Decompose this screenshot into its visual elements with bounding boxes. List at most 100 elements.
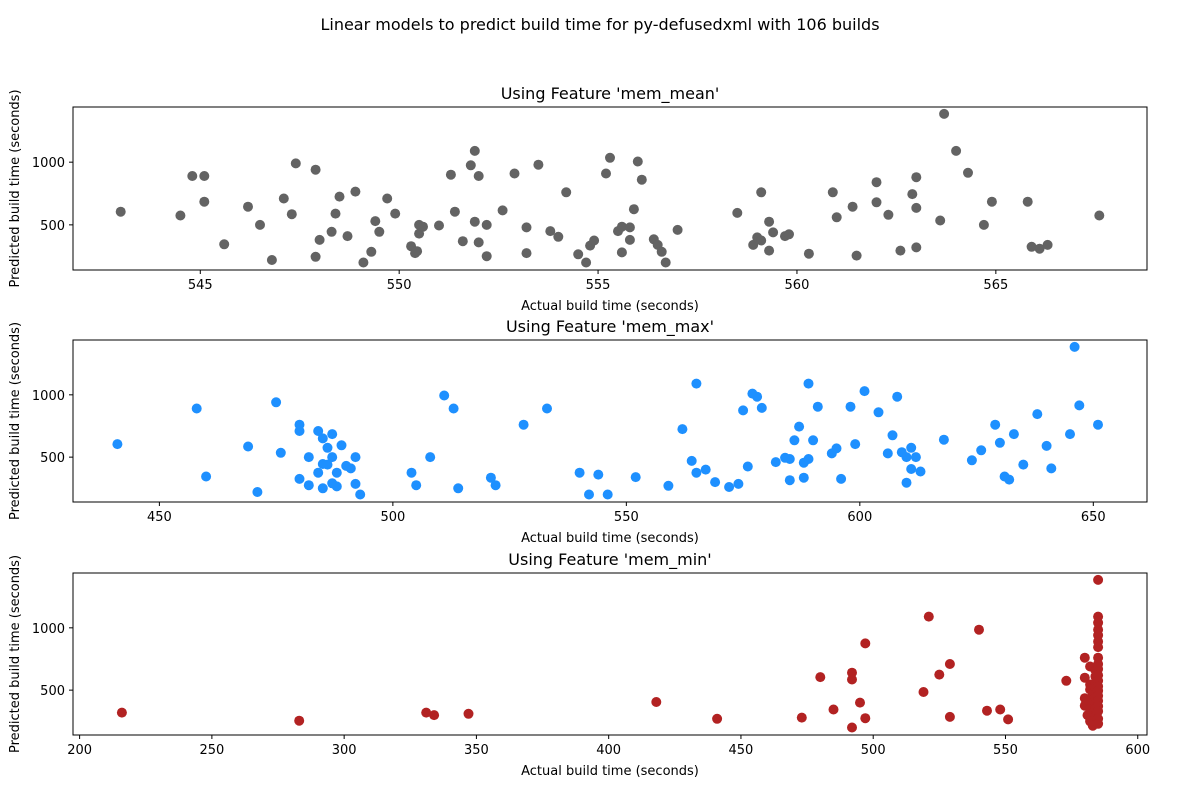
scatter-point xyxy=(828,704,839,715)
y-axis-label: Predicted build time (seconds) xyxy=(8,89,23,287)
scatter-point xyxy=(275,447,286,458)
scatter-point xyxy=(1094,210,1105,221)
x-tick-label: 500 xyxy=(380,510,405,525)
scatter-point xyxy=(911,242,922,253)
scatter-point xyxy=(266,255,277,265)
scatter-point xyxy=(473,171,484,181)
y-tick-label: 500 xyxy=(40,219,65,234)
scatter-point xyxy=(982,705,992,716)
scatter-point xyxy=(490,480,501,491)
x-tick-label: 300 xyxy=(332,743,357,758)
scatter-point xyxy=(794,421,805,432)
scatter-point xyxy=(255,219,265,230)
scatter-point xyxy=(911,172,922,183)
scatter-point xyxy=(290,158,301,169)
scatter-point xyxy=(901,477,912,488)
scatter-point xyxy=(1003,714,1014,725)
scatter-point xyxy=(663,480,674,491)
scatter-point xyxy=(907,189,918,200)
scatter-point xyxy=(845,401,856,412)
x-axis-label: Actual build time (seconds) xyxy=(521,299,699,314)
scatter-point xyxy=(1046,463,1057,474)
scatter-point xyxy=(310,251,321,262)
scatter-point xyxy=(429,710,440,721)
x-tick-label: 550 xyxy=(614,510,639,525)
scatter-point xyxy=(859,386,870,397)
scatter-point xyxy=(978,219,989,230)
x-tick-label: 545 xyxy=(188,278,213,293)
scatter-point xyxy=(660,257,671,268)
scatter-point xyxy=(573,249,584,260)
scatter-point xyxy=(752,391,763,402)
scatter-point xyxy=(278,193,289,204)
scatter-point xyxy=(677,424,688,435)
scatter-point xyxy=(847,201,858,212)
scatter-point xyxy=(445,169,456,180)
scatter-point xyxy=(986,196,997,207)
x-tick-label: 450 xyxy=(729,743,754,758)
scatter-point xyxy=(994,437,1005,448)
scatter-point xyxy=(796,712,807,723)
scatter-point xyxy=(314,234,325,245)
axes-frame xyxy=(72,106,1148,271)
scatter-point xyxy=(995,704,1006,715)
scatter-point xyxy=(847,674,857,685)
scatter-point xyxy=(883,209,894,220)
scatter-point xyxy=(201,471,212,482)
scatter-point xyxy=(628,204,639,215)
scatter-point xyxy=(453,483,464,494)
scatter-point xyxy=(803,248,814,259)
scatter-point xyxy=(756,235,767,246)
scatter-point xyxy=(243,441,254,452)
scatter-point xyxy=(938,434,949,445)
scatter-point xyxy=(322,442,333,453)
scatter-point xyxy=(770,457,781,468)
subplot-title: Using Feature 'mem_max' xyxy=(506,317,714,337)
scatter-point xyxy=(581,257,592,268)
scatter-point xyxy=(1093,642,1104,653)
scatter-point xyxy=(911,202,922,213)
y-tick-label: 500 xyxy=(40,684,65,699)
scatter-point xyxy=(601,168,611,179)
scatter-point xyxy=(313,467,324,478)
scatter-point xyxy=(963,167,973,178)
scatter-point xyxy=(768,227,779,238)
scatter-point xyxy=(425,452,436,463)
x-tick-label: 200 xyxy=(67,743,92,758)
scatter-point xyxy=(294,715,305,726)
scatter-point xyxy=(1093,718,1104,729)
scatter-point xyxy=(860,638,871,649)
scatter-point xyxy=(521,248,532,259)
scatter-point xyxy=(918,687,929,697)
x-tick-label: 350 xyxy=(464,743,489,758)
scatter-point xyxy=(1061,675,1072,686)
scatter-point xyxy=(327,452,338,463)
scatter-point xyxy=(732,207,743,218)
scatter-point xyxy=(901,452,912,463)
scatter-point xyxy=(199,196,210,207)
scatter-point xyxy=(219,239,230,250)
scatter-point xyxy=(418,221,428,232)
scatter-point xyxy=(850,439,861,450)
scatter-point xyxy=(533,159,544,170)
scatter-point xyxy=(382,193,393,204)
scatter-point xyxy=(691,378,702,389)
scatter-point xyxy=(976,445,987,456)
scatter-point xyxy=(497,205,508,216)
scatter-point xyxy=(812,401,823,412)
scatter-point xyxy=(485,472,496,483)
scatter-point xyxy=(350,452,361,463)
scatter-point xyxy=(481,251,492,262)
scatter-point xyxy=(1093,419,1103,430)
scatter-point xyxy=(1093,706,1104,717)
scatter-point xyxy=(317,483,328,494)
scatter-point xyxy=(934,669,945,680)
scatter-point xyxy=(1079,672,1090,683)
scatter-point xyxy=(303,480,314,491)
scatter-point xyxy=(1018,459,1029,470)
scatter-point xyxy=(448,403,459,414)
scatter-point xyxy=(748,239,759,250)
x-tick-label: 550 xyxy=(387,278,412,293)
scatter-point xyxy=(350,478,361,489)
y-axis-label: Predicted build time (seconds) xyxy=(8,555,23,753)
